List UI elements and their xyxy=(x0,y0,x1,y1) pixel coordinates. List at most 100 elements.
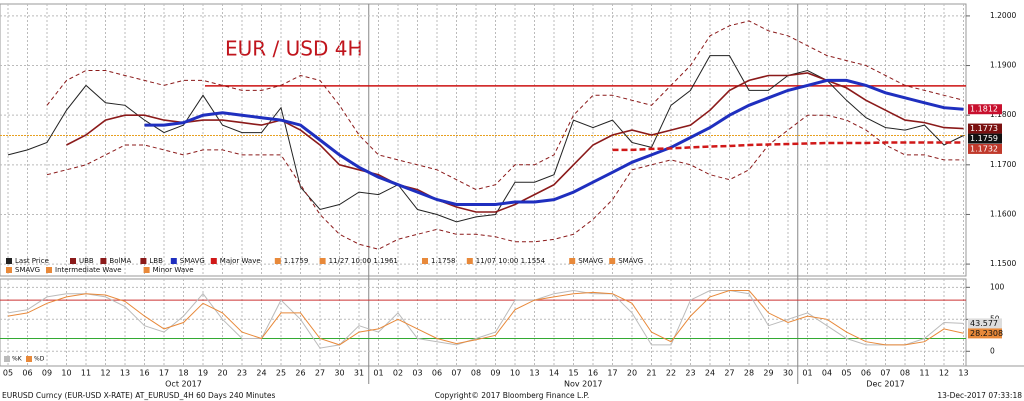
legend-swatch xyxy=(422,258,428,264)
price-tag xyxy=(968,328,1002,339)
x-tick-label: 27 xyxy=(315,369,325,378)
x-tick-label: 24 xyxy=(256,369,266,378)
chart-title: EUR / USD 4H xyxy=(225,37,362,61)
x-tick-label: 04 xyxy=(822,369,832,378)
y-tick-label: 1.1800 xyxy=(990,110,1016,119)
legend-swatch xyxy=(569,258,576,264)
x-tick-label: 05 xyxy=(3,369,13,378)
series-line xyxy=(612,141,964,152)
x-tick-label: 15 xyxy=(568,369,578,378)
legend-swatch xyxy=(100,258,107,264)
y-tick-label: 1.1500 xyxy=(990,259,1016,268)
price-tag xyxy=(968,318,1002,329)
x-tick-label: 23 xyxy=(237,369,247,378)
y-tick-label: 1.2000 xyxy=(990,11,1016,20)
x-tick-label: 09 xyxy=(42,369,52,378)
x-tick-label: 16 xyxy=(588,369,598,378)
legend-label: 1.1758 xyxy=(431,257,456,265)
price-tag-label: 28.2308 xyxy=(970,329,1003,338)
x-tick-label: 08 xyxy=(900,369,910,378)
x-tick-label: 24 xyxy=(705,369,715,378)
price-tag xyxy=(968,123,1002,134)
legend-swatch xyxy=(319,258,326,264)
x-tick-label: 28 xyxy=(744,369,754,378)
x-tick-label: 25 xyxy=(276,369,286,378)
y-tick-label: 0 xyxy=(990,346,995,355)
x-tick-label: 10 xyxy=(510,369,520,378)
legend-swatch xyxy=(170,258,177,264)
legend-swatch xyxy=(140,258,147,264)
x-tick-label: 07 xyxy=(880,369,890,378)
legend-label: %D xyxy=(34,356,45,363)
x-tick-label: 12 xyxy=(100,369,110,378)
legend-swatch xyxy=(26,356,32,362)
legend-label: 11/27 10:00 1.1961 xyxy=(329,257,398,265)
price-tag-label: 1.1732 xyxy=(970,144,998,153)
x-tick-label: 01 xyxy=(373,369,383,378)
x-tick-label: 17 xyxy=(607,369,617,378)
price-tag-label: 1.1759 xyxy=(970,134,998,143)
y-tick-label: 100 xyxy=(990,282,1005,291)
footer-right: 13-Dec-2017 07:33:18 xyxy=(937,391,1022,400)
legend-swatch xyxy=(466,258,473,264)
series-line xyxy=(7,289,964,349)
x-tick-label: 06 xyxy=(432,369,442,378)
price-tag-label: 43.577 xyxy=(970,319,998,328)
x-tick-label: 11 xyxy=(919,369,929,378)
series-line xyxy=(7,290,964,346)
x-tick-label: 02 xyxy=(393,369,403,378)
legend-label: SMAVG xyxy=(180,257,205,265)
legend-label: BolMA xyxy=(109,257,131,265)
y-tick-label: 1.1600 xyxy=(990,209,1016,218)
x-tick-label: 17 xyxy=(159,369,169,378)
x-tick-label: 09 xyxy=(490,369,500,378)
x-tick-label: 13 xyxy=(958,369,968,378)
legend-swatch xyxy=(274,258,281,264)
x-tick-label: 18 xyxy=(178,369,188,378)
price-tag xyxy=(968,143,1002,154)
x-tick-label: 07 xyxy=(451,369,461,378)
month-label: Dec 2017 xyxy=(866,380,904,389)
legend-swatch xyxy=(609,258,616,264)
x-tick-label: 12 xyxy=(939,369,949,378)
x-tick-label: 30 xyxy=(783,369,793,378)
x-tick-label: 19 xyxy=(198,369,208,378)
legend-swatch xyxy=(4,356,10,362)
legend-label: LBB xyxy=(149,257,163,265)
legend-label: SMAVG xyxy=(578,257,603,265)
x-tick-label: 20 xyxy=(217,369,227,378)
x-tick-label: 29 xyxy=(763,369,773,378)
series-line xyxy=(7,55,964,223)
x-tick-label: 26 xyxy=(295,369,305,378)
legend-swatch xyxy=(6,258,12,264)
footer-center: Copyright© 2017 Bloomberg Finance L.P. xyxy=(435,391,590,400)
legend-swatch xyxy=(70,258,76,264)
legend-label: Minor Wave xyxy=(153,266,194,274)
legend-label: Major Wave xyxy=(220,257,261,265)
x-tick-label: 13 xyxy=(529,369,539,378)
x-tick-label: 14 xyxy=(549,369,559,378)
x-tick-label: 21 xyxy=(646,369,656,378)
x-tick-label: 31 xyxy=(354,369,364,378)
x-tick-label: 30 xyxy=(334,369,344,378)
price-tag-label: 1.1812 xyxy=(970,105,998,114)
month-label: Oct 2017 xyxy=(165,380,202,389)
legend-label: Last Price xyxy=(15,257,49,265)
x-tick-label: 27 xyxy=(724,369,734,378)
legend-label: Intermediate Wave xyxy=(55,266,122,274)
footer-left: EURUSD Curncy (EUR-USD X-RATE) AT_EURUSD… xyxy=(2,391,275,400)
price-tag xyxy=(968,133,1002,144)
month-label: Nov 2017 xyxy=(564,380,603,389)
y-tick-label: 1.1900 xyxy=(990,61,1016,70)
x-tick-label: 20 xyxy=(627,369,637,378)
legend-label: 11/07 10:00 1.1554 xyxy=(476,257,546,265)
x-tick-label: 22 xyxy=(666,369,676,378)
x-tick-label: 10 xyxy=(61,369,71,378)
x-tick-label: 06 xyxy=(22,369,32,378)
legend-label: SMAVG xyxy=(618,257,643,265)
x-tick-label: 16 xyxy=(139,369,149,378)
x-tick-label: 08 xyxy=(471,369,481,378)
x-tick-label: 13 xyxy=(120,369,130,378)
legend-label: UBB xyxy=(79,257,94,265)
